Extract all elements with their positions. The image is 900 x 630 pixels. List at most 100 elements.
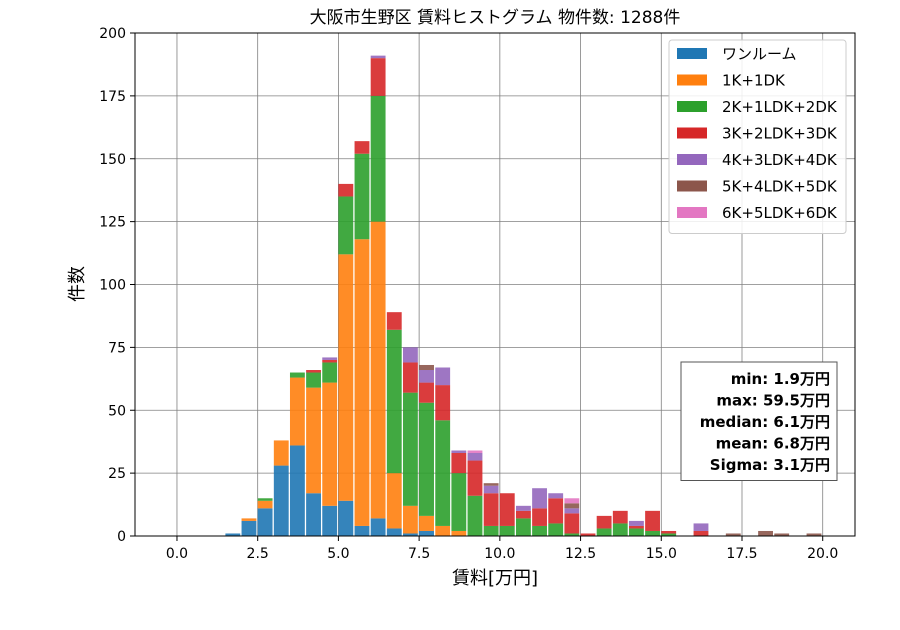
bar-segment [451, 473, 467, 531]
bar-segment [322, 505, 338, 536]
bar-segment [483, 525, 499, 536]
bar-segment [386, 473, 402, 529]
bar-segment [483, 493, 499, 526]
x-tick-label: 0.0 [166, 546, 188, 562]
bar-segment [628, 525, 644, 529]
stats-line: Sigma: 3.1万円 [710, 456, 830, 474]
bar-segment [693, 530, 709, 536]
x-tick-label: 15.0 [646, 546, 677, 562]
bar-segment [612, 523, 628, 536]
bar-segment [725, 533, 741, 536]
bar-segment [548, 493, 564, 499]
bar-segment [289, 377, 305, 446]
bar-segment [402, 347, 418, 363]
bar-segment [338, 183, 354, 197]
stats-line: mean: 6.8万円 [716, 435, 830, 453]
y-tick-label: 25 [108, 466, 126, 482]
bar-segment [354, 141, 370, 154]
x-tick-label: 17.5 [726, 546, 757, 562]
bar-segment [548, 523, 564, 536]
stats-line: min: 1.9万円 [731, 370, 830, 388]
stats-frame [680, 361, 838, 481]
legend-label: 1K+1DK [722, 72, 786, 90]
bar-segment [483, 485, 499, 494]
bar-segment [661, 533, 677, 536]
stats-line: max: 59.5万円 [716, 392, 830, 410]
legend-swatch [677, 74, 707, 86]
bar-segment [225, 533, 241, 536]
bar-segment [596, 515, 612, 529]
x-tick-label: 7.5 [408, 546, 430, 562]
bar-segment [306, 493, 321, 536]
bar-segment [564, 503, 580, 509]
x-tick-label: 12.5 [565, 546, 596, 562]
bar-segment [467, 495, 483, 536]
bar-segment [483, 483, 499, 486]
bar-segment [451, 530, 467, 536]
bar-segment [758, 530, 773, 536]
legend-label: 3K+2LDK+3DK [722, 125, 838, 143]
legend-label: 2K+1LDK+2DK [722, 98, 838, 116]
bar-segment [499, 493, 515, 526]
bar-segment [386, 528, 402, 536]
x-tick-label: 20.0 [807, 546, 838, 562]
legend-label: 4K+3LDK+4DK [722, 151, 838, 169]
bar-segment [306, 372, 321, 388]
y-tick-label: 150 [99, 152, 126, 168]
bar-segment [435, 385, 451, 421]
bar-segment [451, 450, 467, 454]
bar-segment [564, 533, 580, 536]
bar-segment [338, 500, 354, 536]
bar-segment [532, 508, 547, 526]
bar-segment [386, 329, 402, 474]
bar-segment [628, 520, 644, 526]
bar-segment [273, 440, 289, 466]
bar-segment [451, 453, 467, 474]
bar-segment [515, 518, 531, 536]
bar-segment [306, 387, 321, 494]
x-tick-label: 10.0 [484, 546, 515, 562]
bar-segment [532, 488, 547, 509]
bar-segment [322, 382, 338, 506]
legend: ワンルーム 1K+1DK 2K+1LDK+2DK 3K+2LDK+3DK 4K+3LDK… [668, 39, 847, 234]
legend-label: ワンルーム [722, 45, 797, 63]
bar-segment [289, 445, 305, 536]
x-axis-ticks: 0.0 2.5 5.0 7.5 10.0 12.5 15.0 17.5 20.0 [166, 536, 838, 562]
stats-line: median: 6.1万円 [700, 413, 830, 431]
legend-swatch [677, 154, 707, 165]
bar-segment [273, 465, 289, 536]
stats-box: min: 1.9万円 max: 59.5万円 median: 6.1万円 mean: … [680, 361, 838, 481]
bar-segment [515, 510, 531, 519]
bar-segment [241, 520, 257, 536]
bar-segment [499, 525, 515, 536]
bar-segment [661, 530, 677, 534]
bar-segment [322, 359, 338, 363]
bar-segment [548, 498, 564, 524]
bar-segment [402, 362, 418, 393]
bar-segment [564, 508, 580, 514]
bar-segment [564, 498, 580, 504]
bar-segment [419, 515, 434, 531]
x-tick-label: 2.5 [247, 546, 269, 562]
bar-segment [419, 530, 434, 536]
bar-segment [419, 370, 434, 383]
bar-segment [435, 367, 451, 386]
bar-segment [257, 498, 273, 501]
bar-segment [467, 453, 483, 461]
bar-segment [806, 533, 822, 536]
y-tick-label: 0 [117, 529, 126, 545]
bar-segment [386, 312, 402, 330]
legend-label: 6K+5LDK+6DK [722, 204, 838, 222]
legend-swatch [677, 127, 707, 139]
bar-segment [370, 95, 386, 222]
bar-segment [774, 533, 790, 536]
x-tick-label: 5.0 [327, 546, 349, 562]
bar-segment [257, 500, 273, 509]
bar-segment [435, 525, 451, 536]
bar-segment [645, 530, 660, 536]
legend-swatch [677, 101, 707, 112]
bar-segment [467, 460, 483, 496]
y-axis-title: 件数 [67, 266, 88, 302]
bar-segment [370, 55, 386, 59]
